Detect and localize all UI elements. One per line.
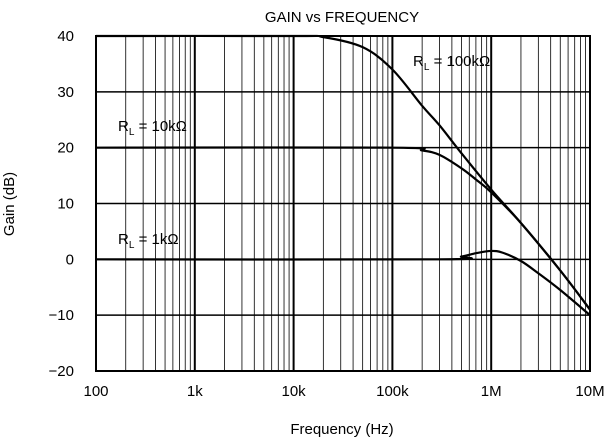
y-tick-label: 0 <box>66 251 74 268</box>
y-tick-label: −20 <box>49 363 74 380</box>
series-line-1 <box>95 146 591 311</box>
chart-title: GAIN vs FREQUENCY <box>265 9 419 26</box>
series-lines <box>95 34 591 317</box>
x-tick-label: 1M <box>481 383 502 400</box>
series-label-2: RL = 1kΩ <box>118 231 179 251</box>
y-tick-labels: 40 30 20 10 0 −10 −20 <box>49 28 74 380</box>
y-tick-label: 20 <box>57 140 74 157</box>
plot-frame <box>95 35 591 372</box>
series-line-0 <box>95 34 591 311</box>
series-line-2 <box>95 249 591 317</box>
y-axis-label: Gain (dB) <box>1 172 18 236</box>
x-tick-label: 100 <box>83 383 108 400</box>
y-tick-label: −10 <box>49 307 74 324</box>
y-tick-label: 30 <box>57 84 74 101</box>
x-tick-label: 100k <box>376 383 409 400</box>
series-label-0: RL = 100kΩ <box>413 53 490 73</box>
y-tick-label: 40 <box>57 28 74 45</box>
x-axis-label: Frequency (Hz) <box>290 421 393 438</box>
x-tick-labels: 100 1k 10k 100k 1M 10M <box>83 383 604 400</box>
x-tick-label: 1k <box>187 383 203 400</box>
x-tick-label: 10M <box>575 383 604 400</box>
y-tick-label: 10 <box>57 196 74 213</box>
x-tick-label: 10k <box>282 383 307 400</box>
series-labels: RL = 100kΩ RL = 10kΩ RL = 1kΩ <box>118 53 490 251</box>
series-label-1: RL = 10kΩ <box>118 118 187 138</box>
grid-major <box>95 35 591 372</box>
